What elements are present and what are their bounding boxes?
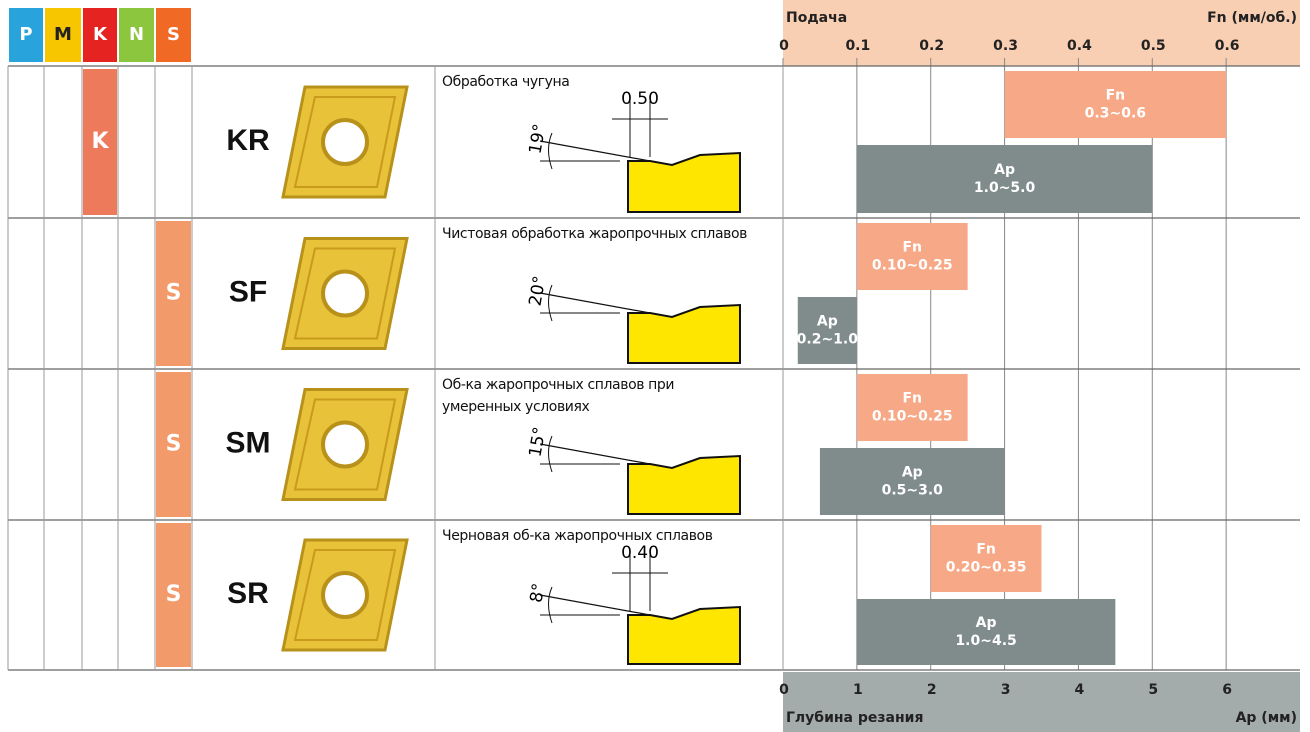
iso-label: M [54, 24, 72, 45]
angle-line [539, 292, 651, 314]
ap-bar-label: Ap [902, 465, 923, 481]
ap-range-label: 0.5~3.0 [882, 483, 944, 499]
ap-range-label: 1.0~4.5 [955, 633, 1016, 649]
feed-tick-label: 0.2 [919, 38, 944, 54]
description: умеренных условиях [442, 399, 590, 415]
group-label: S [166, 582, 182, 607]
description: Об-ка жаропрочных сплавов при [442, 377, 674, 393]
iso-label: K [93, 24, 108, 45]
iso-tile [156, 8, 191, 62]
angle-arc [548, 132, 553, 170]
angle-arc [548, 586, 553, 624]
angle-arc [548, 284, 553, 322]
feed-tick-label: 0 [779, 38, 789, 54]
insert-hole [321, 269, 369, 318]
group-label: K [91, 129, 109, 154]
ap-range-label: 1.0~5.0 [974, 180, 1036, 196]
group-marker [156, 372, 191, 517]
angle-arc [548, 435, 553, 473]
ap-bar-label: Ap [976, 615, 997, 631]
depth-tick-label: 3 [1001, 682, 1011, 698]
iso-tile [45, 8, 81, 62]
fn-range-label: 0.3~0.6 [1085, 106, 1146, 122]
fn-range-label: 0.10~0.25 [872, 409, 953, 425]
ap-bar [797, 297, 857, 364]
angle-line [539, 140, 651, 162]
ap-bar-label: Ap [817, 314, 838, 330]
feed-axis-title: Подача [786, 10, 847, 26]
ap-bar [856, 599, 1116, 665]
feed-tick-label: 0.5 [1141, 38, 1166, 54]
insert-code: SR [227, 577, 269, 610]
insert-hole [321, 571, 369, 619]
group-label: S [166, 281, 182, 306]
depth-tick-label: 1 [853, 682, 863, 698]
group-marker [156, 221, 191, 366]
feed-axis-band [783, 0, 1300, 66]
feed-tick-label: 0.4 [1067, 38, 1092, 54]
fn-bar [1004, 71, 1227, 138]
cutting-angle: 19° [526, 122, 551, 155]
iso-tile [119, 8, 154, 62]
insert-code: KR [226, 124, 270, 157]
insert-code: SM [226, 426, 271, 459]
description: Черновая об-ка жаропрочных сплавов [442, 528, 713, 544]
fn-bar-label: Fn [902, 240, 922, 256]
angle-line [539, 594, 651, 616]
ap-bar [819, 448, 1005, 515]
insert-chipbreaker [293, 398, 397, 491]
ap-range-label: 0.2~1.0 [797, 332, 859, 348]
angle-line [539, 443, 651, 465]
iso-tile [9, 8, 43, 62]
group-label: S [166, 432, 182, 457]
depth-tick-label: 4 [1075, 682, 1085, 698]
depth-axis-title: Глубина резания [786, 710, 923, 726]
edge-profile [627, 605, 741, 665]
fn-bar-label: Fn [1106, 88, 1126, 104]
group-marker [83, 69, 117, 215]
depth-axis-unit: Ap (мм) [1236, 710, 1297, 726]
feed-tick-label: 0.6 [1215, 38, 1240, 54]
fn-bar-label: Fn [976, 542, 996, 558]
edge-profile [627, 454, 741, 515]
fn-bar [856, 223, 968, 290]
feed-tick-label: 0.3 [993, 38, 1018, 54]
feed-axis-unit: Fn (мм/об.) [1207, 10, 1297, 26]
feed-tick-label: 0.1 [845, 38, 870, 54]
ap-bar [856, 145, 1153, 213]
depth-tick-label: 2 [927, 682, 937, 698]
fn-bar [856, 374, 968, 441]
cutting-angle: 20° [526, 274, 551, 307]
depth-axis-band [783, 672, 1300, 732]
depth-tick-label: 0 [779, 682, 789, 698]
group-marker [156, 523, 191, 667]
fn-bar-label: Fn [902, 391, 922, 407]
cutting-angle: 15° [526, 425, 551, 458]
insert-code: SF [229, 275, 267, 308]
fn-range-label: 0.20~0.35 [946, 560, 1027, 576]
description: Обработка чугуна [442, 74, 570, 90]
insert-chipbreaker [293, 247, 397, 340]
depth-tick-label: 6 [1222, 682, 1232, 698]
edge-profile [627, 151, 741, 213]
description: Чистовая обработка жаропрочных сплавов [442, 226, 747, 242]
iso-tile [83, 8, 117, 62]
ap-bar-label: Ap [994, 162, 1015, 178]
insert-hole [321, 420, 369, 469]
cutting-angle: 8° [526, 582, 549, 605]
iso-label: S [167, 24, 180, 45]
edge-profile [627, 303, 741, 364]
fn-range-label: 0.10~0.25 [872, 258, 953, 274]
insert-hole [321, 118, 369, 166]
iso-label: N [129, 24, 144, 45]
depth-tick-label: 5 [1148, 682, 1158, 698]
iso-label: P [19, 24, 32, 45]
insert-chipbreaker [293, 549, 397, 641]
insert-chipbreaker [293, 96, 397, 188]
fn-bar [930, 525, 1042, 592]
land-width: 0.40 [621, 543, 659, 563]
land-width: 0.50 [621, 89, 659, 109]
